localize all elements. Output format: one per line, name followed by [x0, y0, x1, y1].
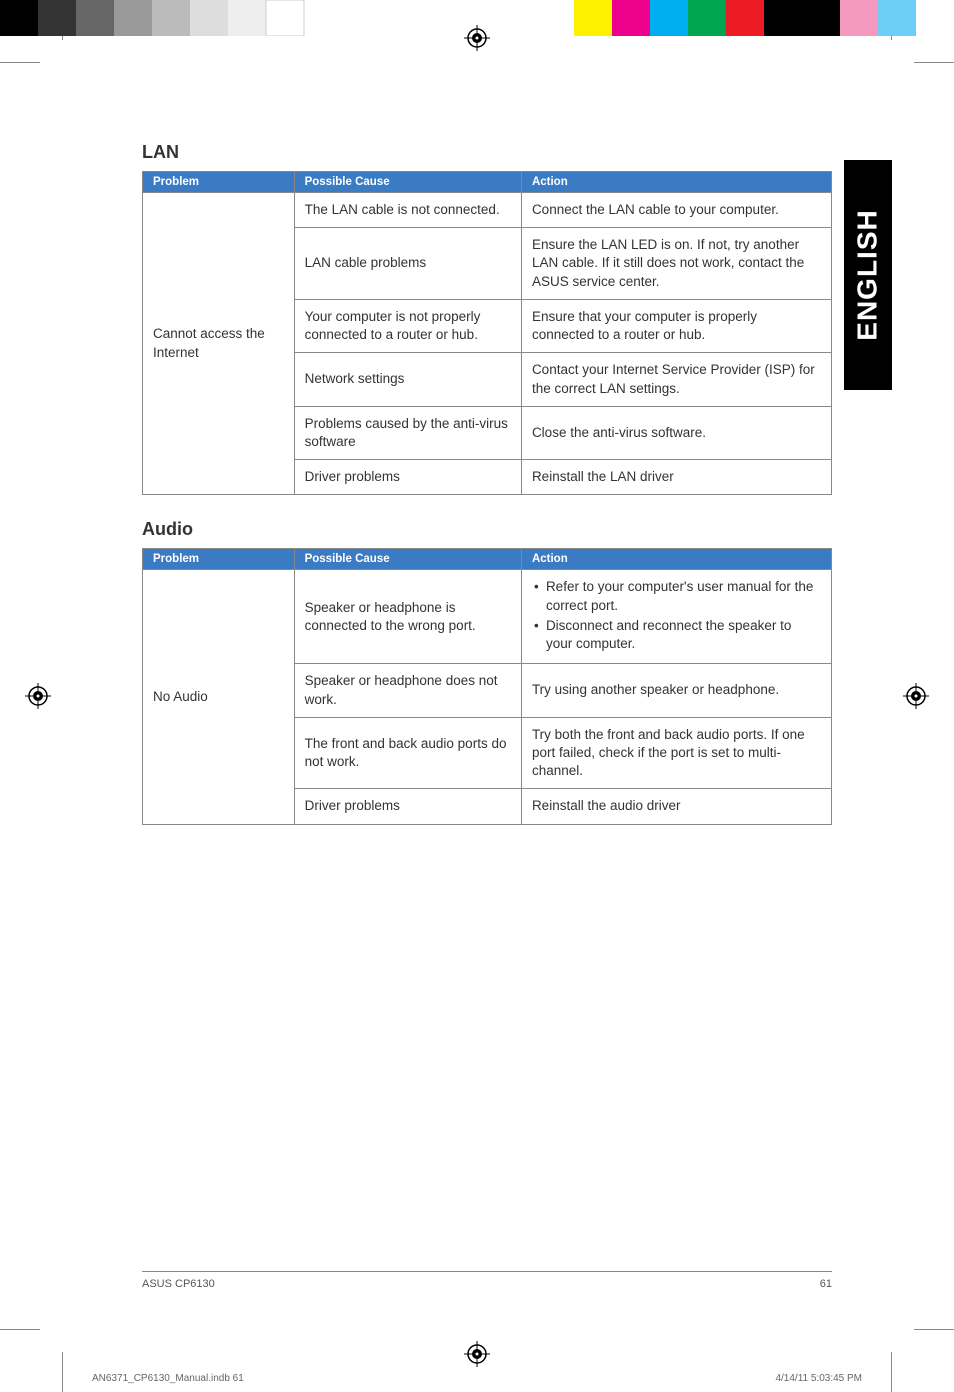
audio-cause-cell: Driver problems [294, 789, 521, 824]
audio-col-cause: Possible Cause [294, 549, 521, 570]
lan-problem-cell: Cannot access the Internet [143, 193, 295, 495]
registration-mark-icon [25, 683, 51, 709]
lan-action-cell: Close the anti-virus software. [521, 406, 831, 459]
registration-mark-icon [903, 683, 929, 709]
lan-section-title: LAN [142, 142, 832, 163]
lan-action-cell: Contact your Internet Service Provider (… [521, 353, 831, 406]
lan-action-cell: Reinstall the LAN driver [521, 460, 831, 495]
page-footer: ASUS CP6130 61 [142, 1271, 832, 1290]
crop-mark [914, 1329, 954, 1330]
crop-mark [0, 62, 40, 63]
audio-cause-cell: Speaker or headphone is connected to the… [294, 570, 521, 664]
lan-col-action: Action [521, 172, 831, 193]
footer-page-number: 61 [820, 1278, 832, 1290]
slug-filename: AN6371_CP6130_Manual.indb 61 [92, 1373, 244, 1384]
audio-cause-cell: The front and back audio ports do not wo… [294, 717, 521, 789]
audio-col-problem: Problem [143, 549, 295, 570]
audio-cause-cell: Speaker or headphone does not work. [294, 664, 521, 717]
audio-action-bullet: Refer to your computer's user manual for… [532, 578, 821, 614]
audio-action-cell: Refer to your computer's user manual for… [521, 570, 831, 664]
registration-mark-icon [464, 25, 490, 51]
table-row: Cannot access the Internet The LAN cable… [143, 193, 832, 228]
audio-problem-cell: No Audio [143, 570, 295, 824]
registration-mark-icon [464, 1341, 490, 1367]
lan-table: Problem Possible Cause Action Cannot acc… [142, 171, 832, 495]
crop-mark [891, 1352, 892, 1392]
lan-cause-cell: The LAN cable is not connected. [294, 193, 521, 228]
lan-cause-cell: Problems caused by the anti-virus softwa… [294, 406, 521, 459]
audio-action-bullet: Disconnect and reconnect the speaker to … [532, 617, 821, 653]
audio-table: Problem Possible Cause Action No Audio S… [142, 548, 832, 824]
lan-cause-cell: Network settings [294, 353, 521, 406]
lan-action-cell: Ensure that your computer is properly co… [521, 299, 831, 352]
language-tab: ENGLISH [844, 160, 892, 390]
gray-swatch-bar [0, 0, 340, 36]
audio-action-cell: Try both the front and back audio ports.… [521, 717, 831, 789]
audio-action-cell: Try using another speaker or headphone. [521, 664, 831, 717]
lan-cause-cell: LAN cable problems [294, 228, 521, 300]
slug-timestamp: 4/14/11 5:03:45 PM [775, 1373, 862, 1384]
crop-mark [0, 1329, 40, 1330]
lan-cause-cell: Your computer is not properly connected … [294, 299, 521, 352]
language-tab-label: ENGLISH [852, 209, 884, 340]
page-content: ENGLISH LAN Problem Possible Cause Actio… [62, 62, 892, 1330]
lan-col-problem: Problem [143, 172, 295, 193]
print-slug: AN6371_CP6130_Manual.indb 61 4/14/11 5:0… [62, 1373, 892, 1384]
audio-action-cell: Reinstall the audio driver [521, 789, 831, 824]
crop-mark [62, 1352, 63, 1392]
lan-col-cause: Possible Cause [294, 172, 521, 193]
table-row: No Audio Speaker or headphone is connect… [143, 570, 832, 664]
audio-section-title: Audio [142, 519, 832, 540]
lan-action-cell: Ensure the LAN LED is on. If not, try an… [521, 228, 831, 300]
audio-col-action: Action [521, 549, 831, 570]
lan-cause-cell: Driver problems [294, 460, 521, 495]
footer-product: ASUS CP6130 [142, 1278, 215, 1290]
crop-mark [914, 62, 954, 63]
color-swatch-bar [574, 0, 954, 36]
lan-action-cell: Connect the LAN cable to your computer. [521, 193, 831, 228]
